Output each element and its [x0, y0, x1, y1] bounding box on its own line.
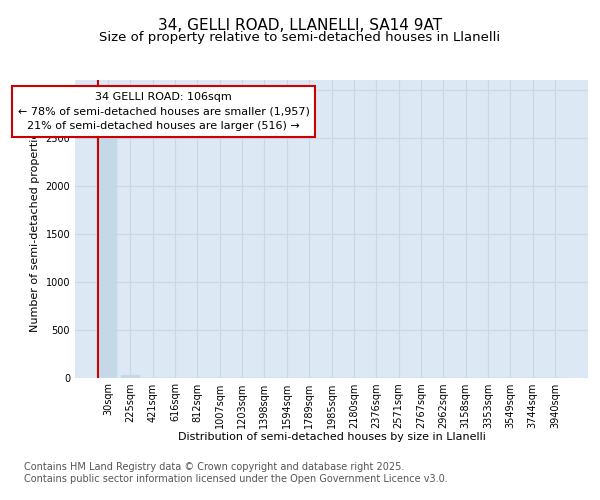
Text: 34 GELLI ROAD: 106sqm
← 78% of semi-detached houses are smaller (1,957)
21% of s: 34 GELLI ROAD: 106sqm ← 78% of semi-deta… — [18, 92, 310, 131]
Text: Contains public sector information licensed under the Open Government Licence v3: Contains public sector information licen… — [24, 474, 448, 484]
X-axis label: Distribution of semi-detached houses by size in Llanelli: Distribution of semi-detached houses by … — [178, 432, 485, 442]
Bar — [121, 374, 140, 378]
Text: Contains HM Land Registry data © Crown copyright and database right 2025.: Contains HM Land Registry data © Crown c… — [24, 462, 404, 472]
Text: 34, GELLI ROAD, LLANELLI, SA14 9AT: 34, GELLI ROAD, LLANELLI, SA14 9AT — [158, 18, 442, 32]
Bar — [98, 138, 118, 378]
Y-axis label: Number of semi-detached properties: Number of semi-detached properties — [30, 126, 40, 332]
Text: Size of property relative to semi-detached houses in Llanelli: Size of property relative to semi-detach… — [100, 31, 500, 44]
